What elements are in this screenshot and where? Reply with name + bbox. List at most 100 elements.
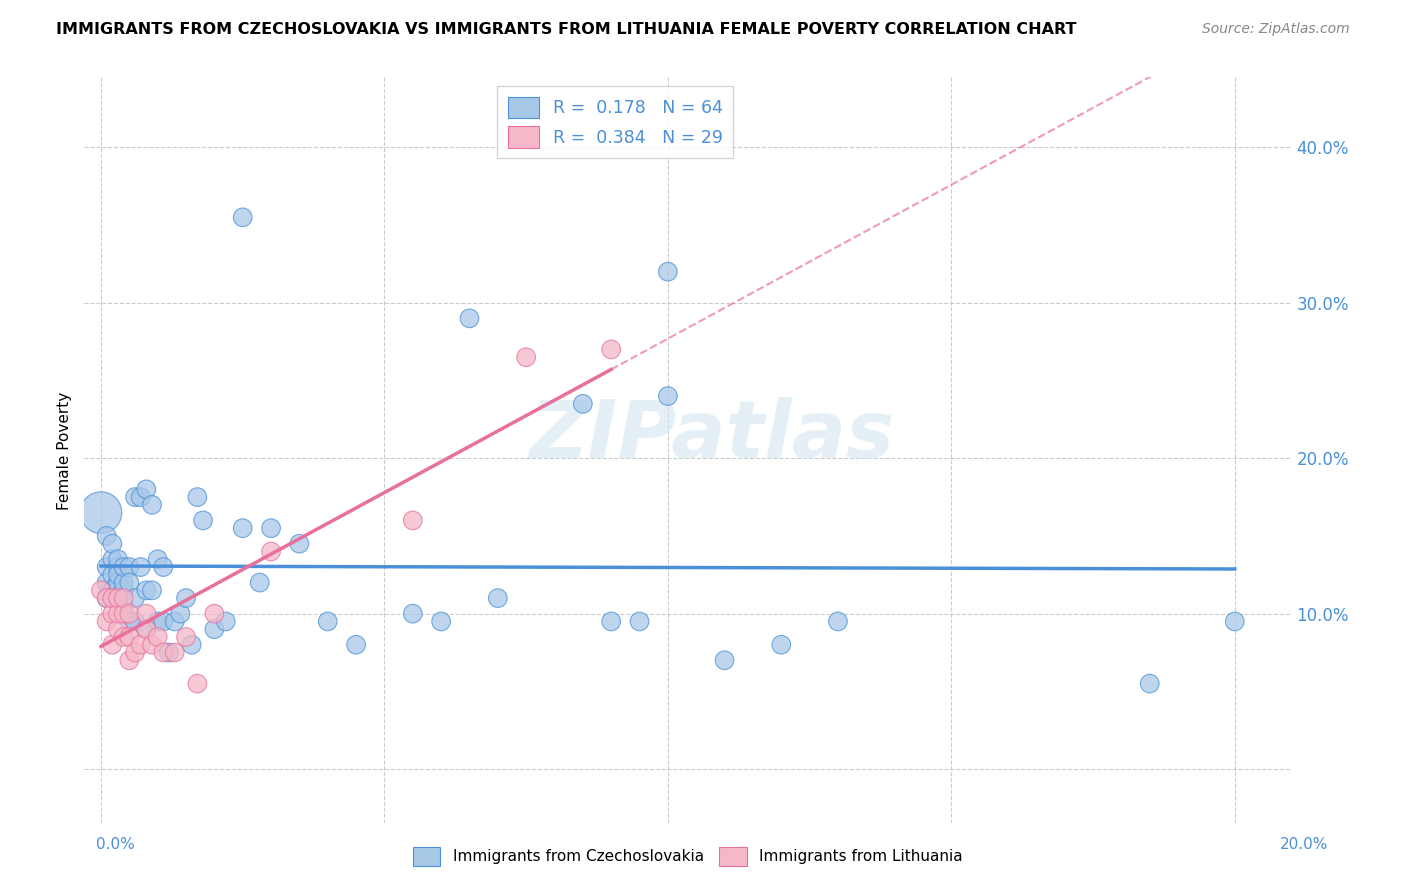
Text: 20.0%: 20.0% bbox=[1281, 838, 1329, 852]
Point bbox=[344, 638, 367, 652]
Point bbox=[107, 567, 129, 582]
Point bbox=[146, 552, 169, 566]
Point bbox=[107, 575, 129, 590]
Point bbox=[96, 591, 118, 606]
Point bbox=[316, 615, 339, 629]
Point bbox=[657, 389, 679, 403]
Point bbox=[628, 615, 651, 629]
Point bbox=[163, 615, 186, 629]
Point bbox=[572, 397, 595, 411]
Point bbox=[107, 583, 129, 598]
Point bbox=[430, 615, 453, 629]
Point bbox=[112, 591, 135, 606]
Point bbox=[152, 615, 174, 629]
Point bbox=[202, 622, 225, 636]
Point bbox=[141, 638, 163, 652]
Point bbox=[107, 591, 129, 606]
Point bbox=[96, 560, 118, 574]
Point bbox=[180, 638, 202, 652]
Point bbox=[600, 343, 623, 357]
Point bbox=[260, 544, 283, 558]
Point bbox=[112, 630, 135, 644]
Point bbox=[1223, 615, 1246, 629]
Point bbox=[96, 529, 118, 543]
Point bbox=[146, 615, 169, 629]
Point bbox=[458, 311, 481, 326]
Point bbox=[96, 575, 118, 590]
Point bbox=[770, 638, 793, 652]
Y-axis label: Female Poverty: Female Poverty bbox=[58, 392, 72, 509]
Point bbox=[101, 638, 124, 652]
Point bbox=[174, 591, 197, 606]
Point bbox=[101, 552, 124, 566]
Point bbox=[101, 583, 124, 598]
Point bbox=[107, 560, 129, 574]
Point bbox=[402, 513, 425, 527]
Point bbox=[249, 575, 271, 590]
Text: 0.0%: 0.0% bbox=[96, 838, 135, 852]
Point bbox=[112, 599, 135, 613]
Point bbox=[124, 591, 146, 606]
Point bbox=[107, 622, 129, 636]
Point bbox=[118, 575, 141, 590]
Point bbox=[107, 575, 129, 590]
Point bbox=[174, 630, 197, 644]
Point bbox=[118, 560, 141, 574]
Point bbox=[112, 575, 135, 590]
Point bbox=[124, 490, 146, 504]
Point bbox=[600, 615, 623, 629]
Point bbox=[101, 537, 124, 551]
Point bbox=[124, 646, 146, 660]
Text: IMMIGRANTS FROM CZECHOSLOVAKIA VS IMMIGRANTS FROM LITHUANIA FEMALE POVERTY CORRE: IMMIGRANTS FROM CZECHOSLOVAKIA VS IMMIGR… bbox=[56, 22, 1077, 37]
Point bbox=[186, 490, 208, 504]
Point bbox=[135, 622, 157, 636]
Point bbox=[90, 506, 112, 520]
Point bbox=[118, 630, 141, 644]
Point bbox=[101, 591, 124, 606]
Legend: R =  0.178   N = 64, R =  0.384   N = 29: R = 0.178 N = 64, R = 0.384 N = 29 bbox=[498, 87, 734, 158]
Point bbox=[101, 607, 124, 621]
Point bbox=[152, 646, 174, 660]
Point bbox=[124, 615, 146, 629]
Point bbox=[146, 630, 169, 644]
Point bbox=[96, 615, 118, 629]
Point bbox=[202, 607, 225, 621]
Point bbox=[135, 607, 157, 621]
Text: ZIPatlas: ZIPatlas bbox=[530, 397, 894, 475]
Point bbox=[129, 638, 152, 652]
Point bbox=[141, 583, 163, 598]
Point bbox=[112, 560, 135, 574]
Point bbox=[107, 591, 129, 606]
Point bbox=[232, 211, 254, 225]
Point bbox=[107, 607, 129, 621]
Point bbox=[157, 646, 180, 660]
Point bbox=[112, 607, 135, 621]
Point bbox=[141, 498, 163, 512]
Point bbox=[112, 583, 135, 598]
Point bbox=[232, 521, 254, 535]
Point bbox=[827, 615, 849, 629]
Point bbox=[135, 483, 157, 497]
Point bbox=[118, 607, 141, 621]
Point bbox=[163, 646, 186, 660]
Point bbox=[215, 615, 238, 629]
Point bbox=[118, 615, 141, 629]
Point bbox=[1139, 676, 1161, 690]
Point bbox=[101, 567, 124, 582]
Point bbox=[402, 607, 425, 621]
Point bbox=[96, 591, 118, 606]
Point bbox=[135, 583, 157, 598]
Point bbox=[657, 265, 679, 279]
Point bbox=[152, 560, 174, 574]
Point bbox=[288, 537, 311, 551]
Point bbox=[107, 552, 129, 566]
Point bbox=[515, 350, 537, 364]
Point bbox=[191, 513, 214, 527]
Point bbox=[129, 490, 152, 504]
Text: Source: ZipAtlas.com: Source: ZipAtlas.com bbox=[1202, 22, 1350, 37]
Point bbox=[713, 653, 735, 667]
Point bbox=[129, 560, 152, 574]
Point bbox=[260, 521, 283, 535]
Point bbox=[486, 591, 509, 606]
Point bbox=[118, 653, 141, 667]
